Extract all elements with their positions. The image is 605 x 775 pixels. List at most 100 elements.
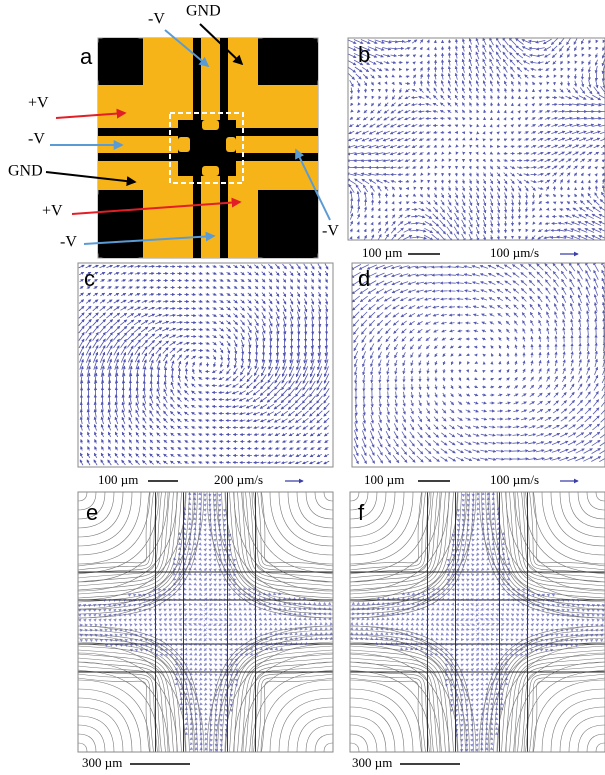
flow-arrow: [206, 329, 210, 330]
flow-arrow: [210, 699, 212, 701]
flow-arrow: [372, 96, 373, 98]
flow-arrow: [129, 410, 132, 417]
flow-arrow: [452, 539, 453, 540]
flow-arrow: [143, 425, 146, 430]
flow-arrow: [325, 639, 326, 640]
flow-arrow: [199, 273, 203, 274]
flow-arrow: [441, 634, 443, 635]
flow-arrow: [595, 193, 599, 199]
flow-arrow: [593, 400, 598, 407]
flow-arrow: [225, 694, 226, 695]
flow-arrow: [491, 346, 493, 349]
streamline: [78, 635, 195, 752]
flow-arrow: [562, 279, 567, 287]
flow-arrow: [276, 299, 279, 304]
flow-arrow: [454, 220, 458, 227]
flow-arrow: [538, 69, 543, 70]
flow-arrow: [194, 639, 197, 640]
flow-arrow: [581, 166, 584, 169]
flow-arrow: [239, 609, 241, 610]
flow-arrow: [206, 266, 210, 267]
flow-arrow: [565, 145, 571, 148]
flow-arrow: [81, 447, 83, 451]
flow-arrow: [145, 614, 147, 615]
flow-arrow: [451, 361, 452, 364]
flow-arrow: [255, 272, 259, 275]
flow-arrow: [262, 286, 265, 289]
flow-arrow: [372, 215, 373, 218]
flow-arrow: [253, 397, 260, 401]
flow-arrow: [184, 629, 187, 630]
flow-arrow: [191, 308, 195, 309]
flow-arrow: [516, 53, 523, 58]
flow-arrow: [225, 584, 227, 585]
flow-arrow: [513, 435, 520, 436]
flow-arrow: [280, 604, 281, 605]
flow-arrow: [190, 524, 191, 525]
flow-arrow: [229, 609, 231, 610]
flow-arrow: [484, 132, 485, 134]
flow-arrow: [305, 609, 306, 610]
flow-arrow: [544, 434, 551, 437]
flow-arrow: [451, 614, 454, 615]
flow-arrow: [234, 609, 236, 610]
flow-arrow: [379, 216, 380, 218]
flow-arrow: [497, 559, 498, 560]
flow-arrow: [587, 200, 592, 205]
flow-arrow: [448, 103, 451, 107]
flow-arrow: [128, 294, 133, 296]
streamline: [506, 653, 605, 752]
flow-arrow: [220, 694, 221, 695]
flow-arrow: [472, 499, 473, 500]
flow-arrow: [510, 52, 516, 58]
flow-arrow: [86, 293, 90, 296]
flow-arrow: [408, 290, 416, 293]
flow-arrow: [140, 599, 141, 600]
flow-arrow: [297, 279, 299, 283]
flow-arrow: [240, 604, 242, 605]
flow-arrow: [539, 369, 541, 374]
flow-arrow: [531, 377, 534, 381]
flow-arrow: [185, 684, 186, 685]
flow-arrow: [496, 459, 504, 460]
flow-arrow: [474, 402, 478, 404]
flow-arrow: [417, 599, 418, 600]
flow-arrow: [432, 283, 440, 284]
flow-arrow: [505, 419, 511, 420]
flow-arrow: [220, 569, 222, 570]
flow-arrow: [497, 281, 504, 285]
flow-arrow: [355, 179, 363, 184]
flow-arrow: [512, 265, 519, 270]
flow-arrow: [416, 266, 425, 267]
flow-arrow: [506, 614, 509, 616]
flow-arrow: [365, 96, 366, 98]
flow-arrow: [456, 629, 459, 630]
flow-arrow: [120, 624, 122, 626]
flow-arrow: [178, 454, 182, 456]
flow-arrow: [434, 417, 438, 422]
flow-arrow: [195, 529, 196, 530]
flow-arrow: [520, 443, 528, 444]
flow-arrow: [417, 448, 423, 454]
flow-arrow: [282, 426, 287, 429]
flow-arrow: [215, 579, 217, 580]
flow-arrow: [547, 634, 549, 635]
streamline: [262, 492, 334, 566]
flow-arrow: [404, 392, 405, 398]
flow-arrow: [319, 299, 321, 305]
flow-arrow: [426, 432, 431, 437]
flow-arrow: [581, 39, 583, 44]
flow-arrow: [579, 138, 586, 141]
flow-arrow: [317, 426, 322, 430]
flow-arrow: [177, 336, 183, 338]
flow-arrow: [497, 273, 504, 277]
flow-arrow: [580, 343, 581, 350]
flow-arrow: [265, 644, 266, 645]
flow-arrow: [379, 423, 382, 431]
flow-arrow: [315, 614, 316, 615]
flow-arrow: [596, 343, 597, 351]
flow-arrow: [572, 96, 579, 99]
flow-arrow: [295, 411, 301, 416]
flow-arrow: [95, 604, 96, 605]
flow-arrow: [487, 664, 489, 665]
